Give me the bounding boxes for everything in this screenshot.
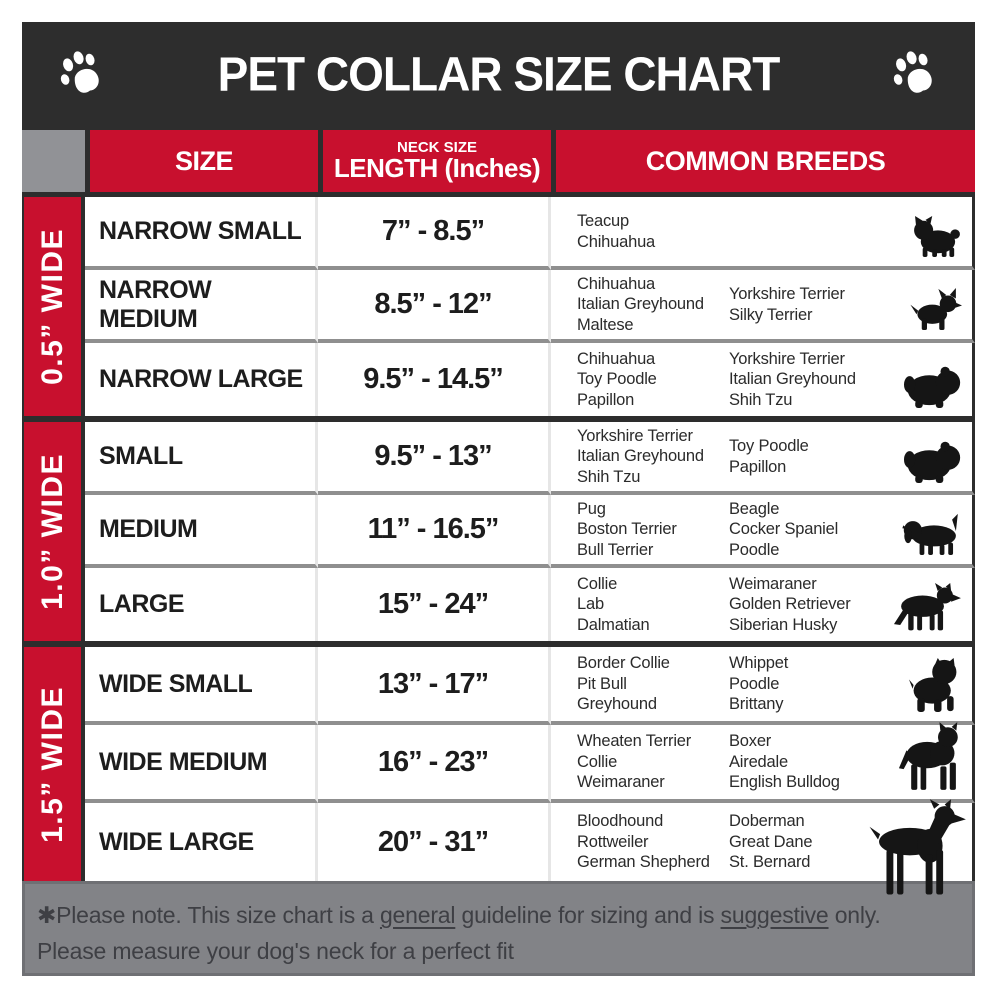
footer-note-band: ✱Please note. This size chart is a gener… — [22, 881, 975, 976]
breeds-cell: Chihuahua Italian Greyhound Maltese York… — [551, 270, 975, 343]
size-cell: SMALL — [85, 422, 318, 495]
shih-tzu-icon — [904, 363, 962, 408]
length-cell: 8.5” - 12” — [318, 270, 551, 343]
breeds-cell: Collie Lab Dalmatian Weimaraner Golden R… — [551, 568, 975, 641]
section-half-inch-wide: 0.5” WIDE NARROW SMALL 7” - 8.5” Teacup … — [22, 197, 975, 416]
breeds-cell: Chihuahua Toy Poodle Papillon Yorkshire … — [551, 343, 975, 416]
size-cell: NARROW MEDIUM — [85, 270, 318, 343]
asterisk-star: ✱ — [37, 902, 57, 928]
length-cell: 11” - 16.5” — [318, 495, 551, 568]
doberman-icon — [860, 799, 968, 899]
width-label-1-5: 1.5” WIDE — [22, 647, 85, 881]
size-cell: NARROW LARGE — [85, 343, 318, 416]
header-corner-cell — [22, 130, 85, 192]
beagle-icon — [902, 512, 962, 556]
footer-note-line2: Please measure your dog's neck for a per… — [37, 937, 514, 964]
breeds-list: Beagle Cocker Spaniel Poodle — [729, 499, 839, 559]
table-header-row: SIZE NECK SIZE LENGTH (Inches) COMMON BR… — [22, 125, 975, 197]
width-label-0-5: 0.5” WIDE — [22, 197, 85, 416]
length-cell: 9.5” - 14.5” — [318, 343, 551, 416]
breeds-list: Pug Boston Terrier Bull Terrier — [577, 499, 677, 559]
chihuahua-icon — [906, 287, 962, 331]
page-title: PET COLLAR SIZE CHART — [217, 46, 781, 101]
shih-tzu-icon — [904, 438, 962, 483]
breeds-cell: Border Collie Pit Bull Greyhound Whippet… — [551, 647, 975, 725]
size-cell: MEDIUM — [85, 495, 318, 568]
breeds-list: Bloodhound Rottweiler German Shepherd — [577, 812, 710, 872]
length-cell: 13” - 17” — [318, 647, 551, 725]
width-label-1-0: 1.0” WIDE — [22, 422, 85, 641]
breeds-cell: Bloodhound Rottweiler German Shepherd Do… — [551, 799, 975, 895]
title-band: PET COLLAR SIZE CHART — [22, 22, 975, 125]
neck-size-label: NECK SIZE — [396, 138, 477, 156]
breeds-list: Collie Lab Dalmatian — [577, 574, 650, 634]
length-cell: 20” - 31” — [318, 803, 551, 881]
length-cell: 16” - 23” — [318, 725, 551, 803]
paw-icon — [889, 48, 941, 100]
breeds-list: Toy Poodle Papillon — [729, 436, 809, 476]
underlined-word-suggestive: suggestive — [720, 902, 829, 928]
breeds-list: Yorkshire Terrier Silky Terrier — [729, 284, 845, 324]
breeds-list: Chihuahua Italian Greyhound Maltese — [577, 274, 704, 334]
bulldog-icon — [908, 657, 962, 713]
section-one-and-half-inch-wide: 1.5” WIDE WIDE SMALL 13” - 17” Border Co… — [22, 641, 975, 895]
column-header-size: SIZE — [85, 130, 318, 192]
underlined-word-general: general — [379, 902, 456, 928]
breeds-list: Border Collie Pit Bull Greyhound — [577, 654, 670, 714]
section-one-inch-wide: 1.0” WIDE SMALL 9.5” - 13” Yorkshire Ter… — [22, 416, 975, 641]
breeds-cell: Wheaten Terrier Collie Weimaraner Boxer … — [551, 722, 975, 803]
breeds-list: Wheaten Terrier Collie Weimaraner — [577, 732, 692, 792]
size-cell: WIDE MEDIUM — [85, 725, 318, 803]
breeds-list: Chihuahua Toy Poodle Papillon — [577, 349, 657, 409]
length-cell: 7” - 8.5” — [318, 197, 551, 270]
german-shepherd-icon — [892, 583, 962, 633]
breeds-list: Yorkshire Terrier Italian Greyhound Shih… — [729, 349, 856, 409]
breeds-list: Whippet Poodle Brittany — [729, 654, 789, 714]
footer-note-text: ✱Please note. This size chart is a gener… — [37, 902, 881, 964]
breeds-list: Boxer Airedale English Bulldog — [729, 732, 840, 792]
breeds-list: Teacup Chihuahua — [577, 211, 656, 251]
size-cell: NARROW SMALL — [85, 197, 318, 270]
pit-bull-icon — [898, 721, 962, 791]
breeds-list: Yorkshire Terrier Italian Greyhound Shih… — [577, 426, 704, 486]
chart-board: PET COLLAR SIZE CHART SIZE NECK SIZE LEN… — [22, 22, 975, 976]
yorkshire-terrier-icon — [912, 216, 962, 258]
breeds-cell: Pug Boston Terrier Bull Terrier Beagle C… — [551, 495, 975, 568]
length-inches-label: LENGTH (Inches) — [333, 152, 541, 183]
paw-icon — [56, 48, 108, 100]
column-header-neck-length: NECK SIZE LENGTH (Inches) — [318, 130, 551, 192]
breeds-list: Weimaraner Golden Retriever Siberian Hus… — [729, 574, 851, 634]
size-cell: WIDE LARGE — [85, 803, 318, 881]
breeds-cell: Yorkshire Terrier Italian Greyhound Shih… — [551, 422, 975, 495]
breeds-list: Doberman Great Dane St. Bernard — [729, 812, 813, 872]
length-cell: 15” - 24” — [318, 568, 551, 641]
column-header-common-breeds: COMMON BREEDS — [551, 130, 975, 192]
length-cell: 9.5” - 13” — [318, 422, 551, 495]
size-cell: WIDE SMALL — [85, 647, 318, 725]
breeds-cell: Teacup Chihuahua — [551, 197, 975, 270]
size-cell: LARGE — [85, 568, 318, 641]
